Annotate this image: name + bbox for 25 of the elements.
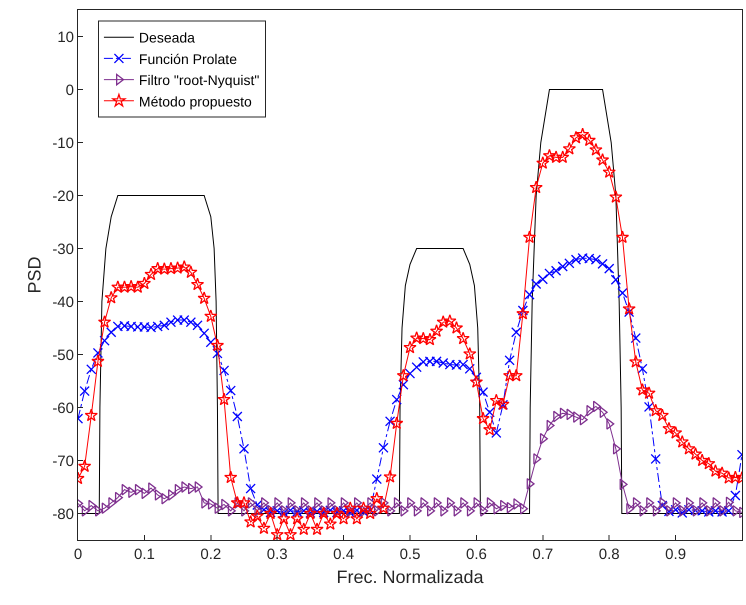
x-tick-label: 0.6 xyxy=(466,546,487,563)
x-tick-label: 0.7 xyxy=(532,546,554,563)
y-tick-label: -20 xyxy=(52,188,74,205)
y-tick-label: 0 xyxy=(66,82,74,99)
x-tick-label: 0.8 xyxy=(598,546,620,563)
x-tick-label: 0.4 xyxy=(333,546,354,563)
legend-label: Filtro "root-Nyquist" xyxy=(138,72,260,88)
y-axis-title: PSD xyxy=(24,256,45,294)
legend-label: Deseada xyxy=(138,30,196,46)
y-tick-label: -60 xyxy=(52,400,74,417)
y-tick-label: 10 xyxy=(57,28,74,46)
legend-label: Función Prolate xyxy=(138,50,238,67)
x-tick-label: 0.9 xyxy=(665,546,686,563)
y-tick-label: -30 xyxy=(52,240,74,258)
x-tick-label: 0.2 xyxy=(200,546,222,563)
y-tick-label: -10 xyxy=(52,134,74,152)
y-tick-label: -50 xyxy=(52,346,74,364)
y-tick-label: -70 xyxy=(52,452,74,470)
y-tick-label: -40 xyxy=(52,294,74,311)
x-tick-label: 0.3 xyxy=(266,546,288,563)
y-tick-label: -80 xyxy=(52,506,74,523)
x-axis-title: Frec. Normalizada xyxy=(336,567,485,588)
legend-label: Método propuesto xyxy=(138,93,252,110)
x-tick-label: 0.5 xyxy=(400,546,420,563)
x-tick-label: 0.1 xyxy=(134,546,155,563)
